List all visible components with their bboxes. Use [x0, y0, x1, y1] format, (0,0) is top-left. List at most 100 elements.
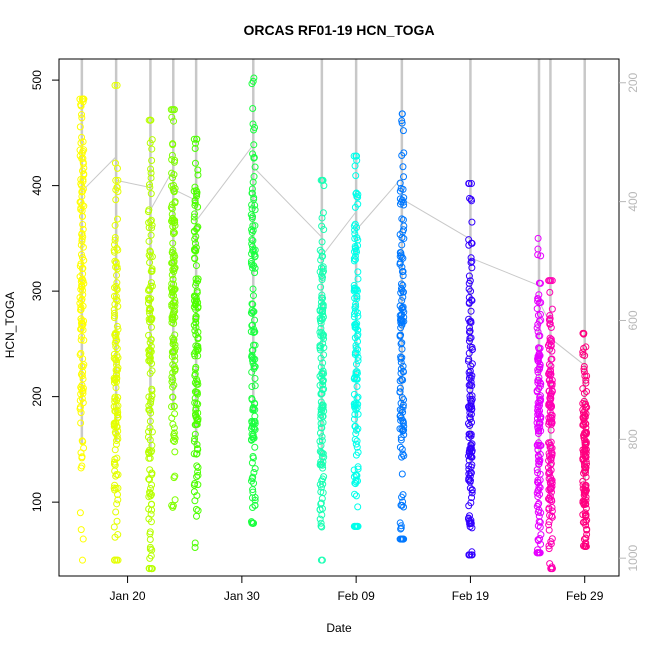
data-point — [168, 113, 176, 121]
data-point — [146, 253, 154, 261]
data-point — [319, 401, 327, 409]
data-point — [78, 333, 86, 341]
data-point — [466, 194, 474, 202]
data-point — [147, 282, 155, 290]
data-point — [78, 192, 86, 200]
data-point — [534, 245, 542, 253]
data-point — [316, 344, 324, 352]
data-point — [466, 334, 474, 342]
data-point — [396, 200, 404, 208]
data-point — [78, 230, 86, 238]
data-point — [113, 286, 121, 294]
y2-tick-label: 1000 — [626, 545, 640, 572]
data-point — [148, 501, 156, 509]
series-points — [316, 176, 328, 564]
data-point — [79, 291, 87, 299]
data-point — [534, 366, 542, 374]
data-point — [250, 362, 258, 370]
track-connector — [321, 211, 357, 257]
data-point — [146, 116, 154, 124]
data-point — [171, 437, 179, 445]
data-point — [354, 338, 362, 346]
data-point — [114, 496, 122, 504]
data-point — [191, 159, 199, 167]
data-point — [354, 353, 362, 361]
data-point — [534, 546, 542, 554]
data-point — [399, 288, 407, 296]
data-point — [352, 172, 360, 180]
data-point — [320, 331, 328, 339]
data-point — [171, 299, 179, 307]
data-point — [113, 345, 121, 353]
data-point — [536, 332, 544, 340]
data-point — [191, 539, 199, 547]
data-point — [251, 501, 259, 509]
data-point — [190, 488, 198, 496]
data-point — [111, 533, 119, 541]
data-point — [316, 342, 324, 350]
data-point — [582, 493, 590, 501]
data-point — [397, 251, 405, 259]
data-point — [249, 473, 257, 481]
data-point — [547, 538, 555, 546]
data-point — [467, 180, 475, 188]
data-point — [536, 407, 544, 415]
data-point — [582, 464, 590, 472]
data-point — [580, 535, 588, 543]
data-point — [191, 240, 199, 248]
data-point — [400, 422, 408, 430]
data-point — [399, 272, 407, 280]
data-point — [466, 386, 474, 394]
data-point — [581, 372, 589, 380]
data-point — [169, 383, 177, 391]
data-point — [247, 211, 255, 219]
data-point — [193, 192, 201, 200]
data-point — [580, 329, 588, 337]
data-point — [112, 258, 120, 266]
data-point — [466, 519, 474, 527]
data-point — [250, 308, 258, 316]
data-point — [354, 465, 362, 473]
data-point — [79, 175, 87, 183]
data-point — [191, 421, 199, 429]
data-point — [535, 317, 543, 325]
data-point — [170, 217, 178, 225]
data-point — [111, 221, 119, 229]
data-point — [317, 442, 325, 450]
series-points — [247, 74, 259, 527]
data-point — [468, 257, 476, 265]
data-point — [169, 266, 177, 274]
data-point — [77, 370, 85, 378]
data-point — [399, 368, 407, 376]
data-point — [113, 517, 121, 525]
data-point — [194, 471, 202, 479]
track-connector — [81, 156, 117, 192]
data-point — [317, 176, 325, 184]
data-point — [250, 141, 258, 149]
data-point — [583, 403, 591, 411]
data-point — [396, 231, 404, 239]
data-point — [191, 372, 199, 380]
data-point — [78, 385, 86, 393]
data-point — [316, 429, 324, 437]
data-point — [113, 396, 121, 404]
data-point — [467, 307, 475, 315]
data-point — [583, 388, 590, 396]
data-point — [464, 420, 472, 428]
data-point — [398, 354, 406, 362]
data-point — [396, 260, 404, 268]
data-point — [318, 461, 326, 469]
data-point — [249, 120, 257, 128]
data-point — [248, 261, 256, 269]
track-connector — [195, 144, 254, 222]
data-point — [147, 174, 155, 182]
series-points — [110, 81, 122, 564]
data-point — [320, 385, 328, 393]
data-point — [352, 440, 360, 448]
data-point — [466, 327, 474, 335]
data-point — [398, 453, 406, 461]
data-point — [465, 465, 473, 473]
track-connector — [252, 166, 323, 238]
data-point — [350, 284, 358, 292]
data-point — [318, 307, 326, 315]
